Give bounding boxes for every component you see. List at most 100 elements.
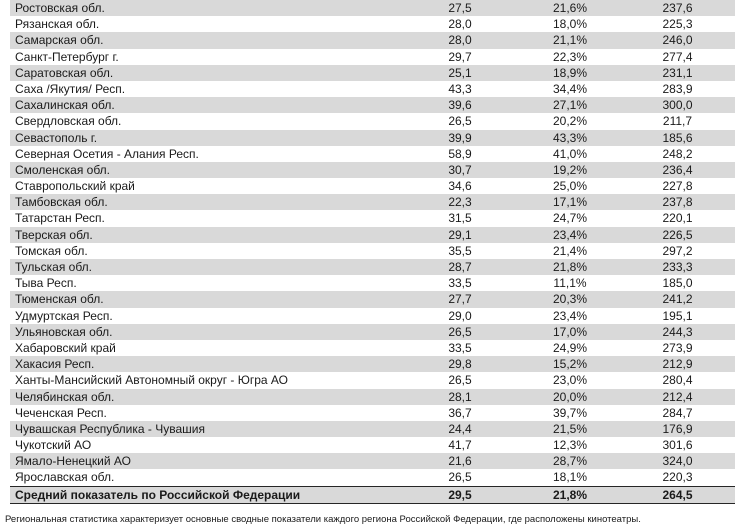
summary-value-1: 29,5 [448, 487, 472, 502]
value-cell-3: 211,7 [662, 114, 693, 129]
value-cell-2: 21,8% [552, 260, 588, 274]
value-cell-2: 21,5% [552, 421, 588, 436]
table-row: Чукотский АО 41,7 12,3% 301,6 [10, 437, 735, 453]
value-cell-1: 25,1 [448, 65, 472, 80]
region-cell: Чеченская Респ. [15, 405, 107, 420]
value-cell-1: 29,0 [448, 308, 472, 323]
value-cell-2: 23,0% [552, 373, 588, 388]
summary-value-3: 264,5 [662, 487, 693, 502]
value-cell-2: 20,0% [552, 389, 588, 404]
value-cell-3: 176,9 [662, 421, 693, 436]
table-row: Ханты-Мансийский Автономный округ - Югра… [10, 372, 735, 388]
region-cell: Ярославская обл. [15, 470, 115, 485]
value-cell-3: 195,1 [662, 308, 693, 323]
table-row: Челябинская обл. 28,1 20,0% 212,4 [10, 388, 735, 405]
value-cell-2: 17,1% [552, 195, 588, 210]
table-row: Чеченская Респ. 36,7 39,7% 284,7 [10, 405, 735, 421]
value-cell-1: 29,8 [448, 357, 472, 372]
table-row: Удмуртская Респ. 29,0 23,4% 195,1 [10, 308, 735, 324]
value-cell-1: 33,5 [448, 276, 472, 291]
table-body: Ростовская обл. 27,5 21,6% 237,6 Рязанская о… [10, 0, 735, 486]
region-cell: Ульяновская обл. [15, 324, 113, 339]
value-cell-1: 27,5 [448, 1, 472, 15]
value-cell-3: 236,4 [662, 162, 693, 177]
region-cell: Ставропольский край [15, 179, 135, 194]
value-cell-3: 227,8 [662, 179, 693, 194]
region-cell: Ямало-Ненецкий АО [15, 454, 131, 469]
table-row: Рязанская обл. 28,0 18,0% 225,3 [10, 16, 735, 32]
value-cell-3: 233,3 [662, 260, 693, 274]
value-cell-1: 29,1 [448, 227, 472, 242]
summary-label: Средний показатель по Российской Федерац… [15, 487, 301, 502]
value-cell-3: 237,8 [662, 195, 693, 210]
value-cell-3: 301,6 [662, 438, 693, 453]
value-cell-2: 28,7% [552, 454, 588, 469]
region-cell: Удмуртская Респ. [15, 308, 113, 323]
region-cell: Саха /Якутия/ Респ. [15, 81, 126, 96]
region-cell: Хакасия Респ. [15, 357, 95, 372]
region-cell: Санкт-Петербург г. [15, 49, 119, 64]
region-cell: Тюменская обл. [15, 292, 104, 307]
value-cell-2: 23,4% [552, 227, 588, 242]
summary-row: Средний показатель по Российской Федерац… [10, 485, 735, 504]
value-cell-1: 24,4 [448, 421, 472, 436]
table-row: Севастополь г. 39,9 43,3% 185,6 [10, 129, 735, 146]
value-cell-1: 43,3 [448, 81, 472, 96]
value-cell-2: 17,0% [552, 324, 588, 339]
value-cell-3: 283,9 [662, 81, 693, 96]
value-cell-3: 248,2 [662, 146, 693, 161]
value-cell-1: 34,6 [448, 179, 472, 194]
value-cell-1: 26,5 [448, 470, 472, 485]
value-cell-2: 20,3% [552, 292, 588, 307]
region-cell: Саратовская обл. [15, 65, 114, 80]
region-cell: Томская обл. [15, 243, 88, 258]
value-cell-1: 39,6 [448, 98, 472, 113]
value-cell-3: 225,3 [662, 17, 693, 32]
value-cell-1: 28,1 [448, 389, 472, 404]
table-row: Ярославская обл. 26,5 18,1% 220,3 [10, 469, 735, 485]
table-row: Сахалинская обл. 39,6 27,1% 300,0 [10, 97, 735, 114]
value-cell-1: 33,5 [448, 340, 472, 355]
table-row: Саха /Якутия/ Респ. 43,3 34,4% 283,9 [10, 81, 735, 97]
value-cell-2: 11,1% [553, 276, 587, 291]
table-row: Тамбовская обл. 22,3 17,1% 237,8 [10, 194, 735, 211]
value-cell-1: 27,7 [448, 292, 472, 307]
region-cell: Сахалинская обл. [15, 98, 115, 113]
value-cell-2: 27,1% [552, 98, 588, 113]
region-cell: Хабаровский край [15, 340, 116, 355]
value-cell-3: 185,6 [662, 130, 693, 145]
table-row: Хабаровский край 33,5 24,9% 273,9 [10, 340, 735, 356]
region-cell: Смоленская обл. [15, 162, 110, 177]
summary-value-2: 21,8% [552, 487, 588, 502]
table-row: Смоленская обл. 30,7 19,2% 236,4 [10, 161, 735, 179]
value-cell-1: 39,9 [448, 130, 472, 145]
region-cell: Тульская обл. [15, 260, 93, 274]
region-cell: Тверская обл. [15, 227, 93, 242]
table-row: Тыва Респ. 33,5 11,1% 185,0 [10, 275, 735, 291]
table-row: Ульяновская обл. 26,5 17,0% 244,3 [10, 323, 735, 340]
value-cell-2: 20,2% [552, 114, 588, 129]
value-cell-1: 36,7 [448, 405, 472, 420]
region-cell: Северная Осетия - Алания Респ. [15, 146, 199, 161]
table-row: Ростовская обл. 27,5 21,6% 237,6 [10, 0, 735, 17]
value-cell-1: 22,3 [448, 195, 472, 210]
value-cell-3: 237,6 [662, 1, 693, 15]
value-cell-3: 300,0 [662, 98, 693, 113]
value-cell-2: 15,2% [552, 357, 588, 372]
value-cell-3: 277,4 [662, 49, 693, 64]
value-cell-2: 18,1% [552, 470, 588, 485]
region-cell: Свердловская обл. [15, 114, 122, 129]
table-row: Свердловская обл. 26,5 20,2% 211,7 [10, 113, 735, 129]
value-cell-1: 28,7 [448, 260, 472, 274]
value-cell-1: 28,0 [448, 17, 472, 32]
table-row: Хакасия Респ. 29,8 15,2% 212,9 [10, 356, 735, 373]
value-cell-3: 185,0 [662, 276, 693, 291]
value-cell-2: 21,6% [552, 1, 588, 15]
region-cell: Тыва Респ. [15, 276, 77, 291]
value-cell-2: 25,0% [552, 179, 588, 194]
value-cell-2: 24,9% [552, 340, 588, 355]
region-cell: Челябинская обл. [15, 389, 115, 404]
value-cell-3: 220,1 [662, 211, 693, 226]
value-cell-2: 24,7% [552, 211, 588, 226]
table-row: Чувашская Республика - Чувашия 24,4 21,5% 1… [10, 420, 735, 438]
